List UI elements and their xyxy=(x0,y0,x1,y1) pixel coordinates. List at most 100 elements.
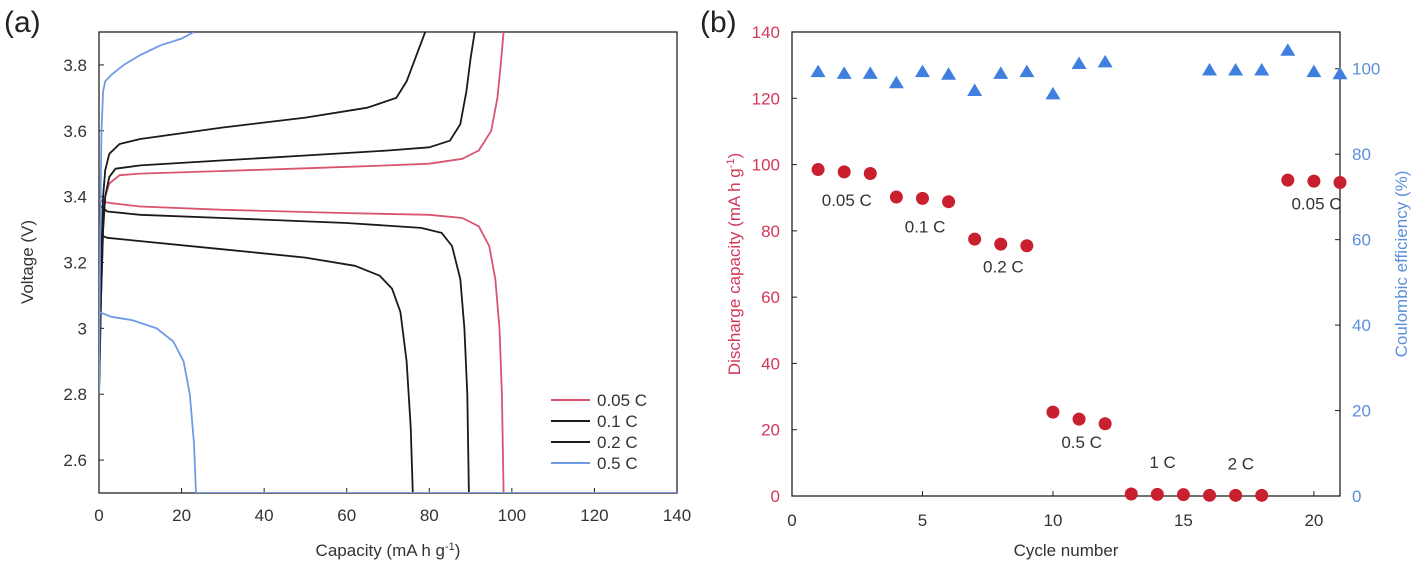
capacity-point xyxy=(1046,405,1060,419)
series-line-01C-charge xyxy=(99,32,476,395)
rate-annotation: 2 C xyxy=(1228,454,1254,473)
efficiency-point xyxy=(1254,62,1270,76)
panel-a-x-tick-label: 60 xyxy=(337,506,356,525)
panel-b-rate-chart: (b) 0 5 10 15 20 0 20 40 60 80 100 120 140 0 20 40 60 8… xyxy=(700,6,1411,560)
efficiency-point xyxy=(941,67,957,80)
panel-a-x-tick-label: 120 xyxy=(580,506,608,525)
capacity-point xyxy=(1124,487,1138,501)
series-line-005C-discharge xyxy=(99,199,505,493)
capacity-point xyxy=(1098,417,1112,431)
panel-a-x-axis-title: Capacity (mA h g-1) xyxy=(316,541,461,560)
capacity-point xyxy=(994,237,1008,251)
panel-b-left-y-ticks: 0 20 40 60 80 100 120 140 xyxy=(752,23,797,506)
efficiency-point xyxy=(836,66,852,79)
panel-b-left-y-tick-label: 0 xyxy=(771,487,780,506)
efficiency-point xyxy=(1280,43,1296,56)
capacity-point xyxy=(915,191,929,205)
panel-a-y-tick-label: 2.8 xyxy=(63,385,87,404)
panel-b-left-y-tick-label: 120 xyxy=(752,89,780,108)
efficiency-point xyxy=(1306,64,1322,78)
panel-a-y-tick-label: 3.4 xyxy=(63,188,87,207)
panel-a-label: (a) xyxy=(4,6,41,39)
efficiency-point xyxy=(1071,56,1087,70)
panel-a-y-tick-label: 3.2 xyxy=(63,254,87,273)
series-line-05C-discharge xyxy=(99,311,677,493)
capacity-point xyxy=(968,232,982,246)
panel-b-right-y-tick-label: 80 xyxy=(1352,145,1371,164)
efficiency-point xyxy=(1228,62,1244,76)
efficiency-point xyxy=(888,75,904,89)
panel-b-data-points xyxy=(810,43,1348,502)
panel-b-right-y-tick-label: 40 xyxy=(1352,316,1371,335)
panel-a-y-axis-title: Voltage (V) xyxy=(18,220,37,304)
efficiency-point xyxy=(993,66,1009,79)
panel-a-x-tick-label: 0 xyxy=(94,506,103,525)
panel-b-x-axis-title: Cycle number xyxy=(1014,541,1119,560)
panel-b-x-tick-label: 20 xyxy=(1304,511,1323,530)
capacity-point xyxy=(1072,412,1086,426)
rate-annotation: 0.05 C xyxy=(1291,194,1341,213)
panel-b-x-tick-label: 0 xyxy=(787,511,796,530)
capacity-point xyxy=(811,163,825,177)
capacity-point xyxy=(1255,488,1269,502)
efficiency-point xyxy=(1045,86,1061,100)
panel-b-left-y-tick-label: 60 xyxy=(761,288,780,307)
rate-annotation: 1 C xyxy=(1149,453,1175,472)
efficiency-point xyxy=(1019,64,1035,78)
panel-a-x-tick-label: 20 xyxy=(172,506,191,525)
series-line-02C-discharge xyxy=(99,233,414,493)
panel-b-label: (b) xyxy=(700,6,737,39)
efficiency-point xyxy=(914,64,930,78)
panel-a-series-lines xyxy=(99,32,677,493)
panel-b-right-y-tick-label: 20 xyxy=(1352,402,1371,421)
panel-b-left-y-tick-label: 80 xyxy=(761,222,780,241)
capacity-point xyxy=(942,195,956,209)
panel-a-y-tick-label: 3 xyxy=(78,319,87,338)
panel-a-legend: 0.05 C 0.1 C 0.2 C 0.5 C xyxy=(551,391,647,473)
rate-annotation: 0.05 C xyxy=(822,191,872,210)
panel-a-x-tick-label: 80 xyxy=(420,506,439,525)
panel-a-x-tick-label: 100 xyxy=(498,506,526,525)
series-line-02C-charge xyxy=(99,32,427,395)
panel-b-rate-annotations: 0.05 C 0.1 C 0.2 C 0.5 C 1 C 2 C 0.05 C xyxy=(822,191,1342,473)
panel-b-x-tick-label: 5 xyxy=(918,511,927,530)
capacity-point xyxy=(1229,488,1243,502)
capacity-point xyxy=(1150,487,1164,501)
panel-b-left-y-tick-label: 20 xyxy=(761,421,780,440)
panel-a-x-ticks: 0 20 40 60 80 100 120 140 xyxy=(94,488,691,525)
panel-a-x-tick-label: 40 xyxy=(255,506,274,525)
legend-label: 0.5 C xyxy=(597,454,638,473)
panel-b-left-y-axis-title: Discharge capacity (mA h g-1) xyxy=(725,153,744,375)
panel-b-right-y-tick-label: 100 xyxy=(1352,60,1380,79)
efficiency-point xyxy=(862,66,878,79)
efficiency-point xyxy=(967,83,983,96)
capacity-point xyxy=(1333,175,1347,189)
panel-b-right-y-axis-title: Coulombic efficiency (%) xyxy=(1392,171,1411,358)
panel-a-y-ticks: 2.6 2.8 3 3.2 3.4 3.6 3.8 xyxy=(63,56,104,470)
efficiency-point xyxy=(1202,62,1218,76)
capacity-point xyxy=(1203,488,1217,502)
capacity-point xyxy=(1307,174,1321,188)
series-line-05C-charge xyxy=(99,32,195,395)
efficiency-point xyxy=(1332,66,1348,80)
panel-b-plot-frame xyxy=(791,31,1341,497)
panel-b-x-tick-label: 10 xyxy=(1043,511,1062,530)
panel-a-x-tick-label: 140 xyxy=(663,506,691,525)
panel-b-left-y-tick-label: 40 xyxy=(761,354,780,373)
legend-label: 0.2 C xyxy=(597,433,638,452)
panel-b-right-y-ticks: 0 20 40 60 80 100 xyxy=(1335,60,1380,506)
rate-annotation: 0.5 C xyxy=(1061,433,1102,452)
legend-label: 0.05 C xyxy=(597,391,647,410)
panel-b-x-ticks: 0 5 10 15 20 xyxy=(787,491,1323,530)
series-line-01C-discharge xyxy=(99,204,470,493)
panel-b-left-y-tick-label: 100 xyxy=(752,156,780,175)
panel-a-voltage-chart: (a) 0 20 40 60 80 100 120 140 2.6 2.8 3 3.2 3.4 3.6 3… xyxy=(4,6,691,560)
panel-a-y-tick-label: 3.6 xyxy=(63,122,87,141)
panel-b-right-y-tick-label: 60 xyxy=(1352,231,1371,250)
panel-b-left-y-tick-label: 140 xyxy=(752,23,780,42)
capacity-point xyxy=(1281,173,1295,187)
rate-annotation: 0.2 C xyxy=(983,257,1024,276)
rate-annotation: 0.1 C xyxy=(905,218,946,237)
panel-b-right-y-tick-label: 0 xyxy=(1352,487,1361,506)
